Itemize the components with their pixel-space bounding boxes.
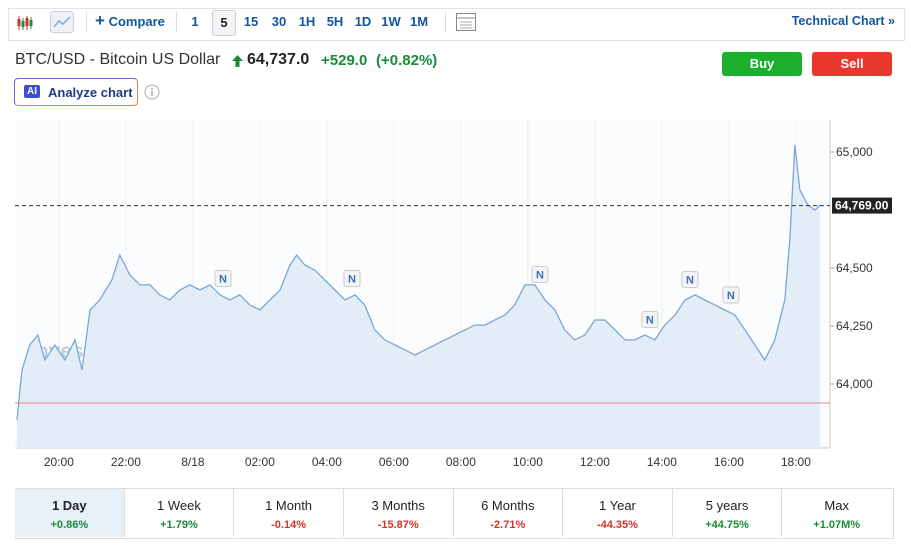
period-label: 3 Months <box>371 498 425 513</box>
x-tick-label: 12:00 <box>580 455 610 469</box>
news-flag-label: N <box>219 273 227 285</box>
divider <box>176 12 177 32</box>
period-cell[interactable]: 1 Day +0.86% <box>15 489 125 537</box>
up-arrow <box>232 55 243 67</box>
period-cell[interactable]: 1 Week +1.79% <box>125 489 235 537</box>
news-flag-label: N <box>646 314 654 326</box>
period-cell[interactable]: 1 Year -44.35% <box>563 489 673 537</box>
analyze-label: Analyze chart <box>48 85 133 100</box>
area-icon[interactable] <box>50 11 74 33</box>
period-change: -15.87% <box>377 519 419 531</box>
period-cell[interactable]: 5 years +44.75% <box>673 489 783 537</box>
current-price-box <box>832 197 892 214</box>
period-change: -0.14% <box>271 519 306 531</box>
interval-button[interactable]: 30 <box>271 14 287 29</box>
y-tick-label: 64,500 <box>836 261 873 275</box>
interval-button[interactable]: 1 <box>191 14 199 29</box>
period-label: 1 Day <box>51 498 87 513</box>
x-tick-label: 22:00 <box>111 455 141 469</box>
y-tick-label: 64,250 <box>836 319 873 333</box>
price-area <box>17 145 820 448</box>
period-cell[interactable]: 6 Months -2.71% <box>454 489 564 537</box>
news-flag-label: N <box>727 290 735 302</box>
compare-label: Compare <box>108 14 165 29</box>
x-tick-label: 04:00 <box>312 455 342 469</box>
news-flag-label: N <box>686 274 694 286</box>
period-change: +1.07M% <box>813 519 861 531</box>
news-flag <box>343 269 361 287</box>
price-line <box>16 145 821 420</box>
period-label: 1 Month <box>265 498 313 513</box>
interval-button[interactable]: 5 <box>212 10 236 36</box>
period-change: -2.71% <box>490 519 526 531</box>
x-tick-label: 02:00 <box>245 455 275 469</box>
period-change: +1.79% <box>160 519 198 531</box>
x-tick-label: 10:00 <box>513 455 543 469</box>
candles-icon[interactable] <box>16 14 34 32</box>
period-cell[interactable]: 3 Months -15.87% <box>344 489 454 537</box>
period-change: +44.75% <box>705 519 749 531</box>
price: 64,737.0 <box>247 51 310 68</box>
news-flag <box>214 269 232 287</box>
period-label: Max <box>824 498 849 513</box>
interval-button[interactable]: 1W <box>381 14 401 29</box>
period-label: 1 Week <box>157 498 201 513</box>
x-tick-label: 8/18 <box>181 455 205 469</box>
compare-button[interactable]: + Compare <box>95 11 165 30</box>
interval-button[interactable]: 1H <box>298 14 316 29</box>
x-tick-label: 16:00 <box>714 455 744 469</box>
info-icon[interactable] <box>144 84 160 100</box>
sell-button[interactable]: Sell <box>812 52 892 76</box>
divider <box>445 12 446 32</box>
news-flag-label: N <box>348 273 356 285</box>
x-tick-label: 18:00 <box>781 455 811 469</box>
interval-button[interactable]: 5H <box>326 14 344 29</box>
y-tick-label: 64,000 <box>836 377 873 391</box>
news-flag <box>641 310 659 328</box>
buy-button[interactable]: Buy <box>722 52 802 76</box>
analyze-button[interactable]: AI Analyze chart <box>14 78 138 106</box>
chart: 20:00 22:00 8/18 02:00 04:00 06:00 08:00 10:00 1… <box>15 120 892 469</box>
interval-button[interactable]: 1M <box>409 14 429 29</box>
interval-button[interactable]: 1D <box>354 14 372 29</box>
x-tick-label: 20:00 <box>44 455 74 469</box>
news-flag-label: N <box>536 269 544 281</box>
interval-button[interactable]: 15 <box>243 14 259 29</box>
news-flag <box>531 265 549 283</box>
x-tick-label: 14:00 <box>647 455 677 469</box>
news-flag <box>722 286 740 304</box>
period-label: 6 Months <box>481 498 535 513</box>
news-flag <box>681 270 699 288</box>
current-price-label: 64,769.00 <box>835 199 889 213</box>
period-label: 5 years <box>705 498 749 513</box>
change-pct: (+0.82%) <box>376 52 438 69</box>
period-label: 1 Year <box>599 498 636 513</box>
period-change: -44.35% <box>596 519 638 531</box>
y-tick-label: 65,000 <box>836 145 873 159</box>
x-tick-label: 06:00 <box>379 455 409 469</box>
divider <box>86 12 87 32</box>
change: +529.0 <box>321 52 368 69</box>
period-cell[interactable]: Max +1.07M% <box>782 489 891 537</box>
ai-badge: AI <box>24 85 40 98</box>
x-tick-label: 08:00 <box>446 455 476 469</box>
layout-icon[interactable] <box>456 13 476 31</box>
instrument-title: BTC/USD - Bitcoin US Dollar <box>15 51 221 68</box>
toolbar <box>8 8 905 41</box>
period-cell[interactable]: 1 Month -0.14% <box>234 489 344 537</box>
technical-chart-link[interactable]: Technical Chart » <box>791 14 895 28</box>
period-change: +0.86% <box>50 519 89 531</box>
